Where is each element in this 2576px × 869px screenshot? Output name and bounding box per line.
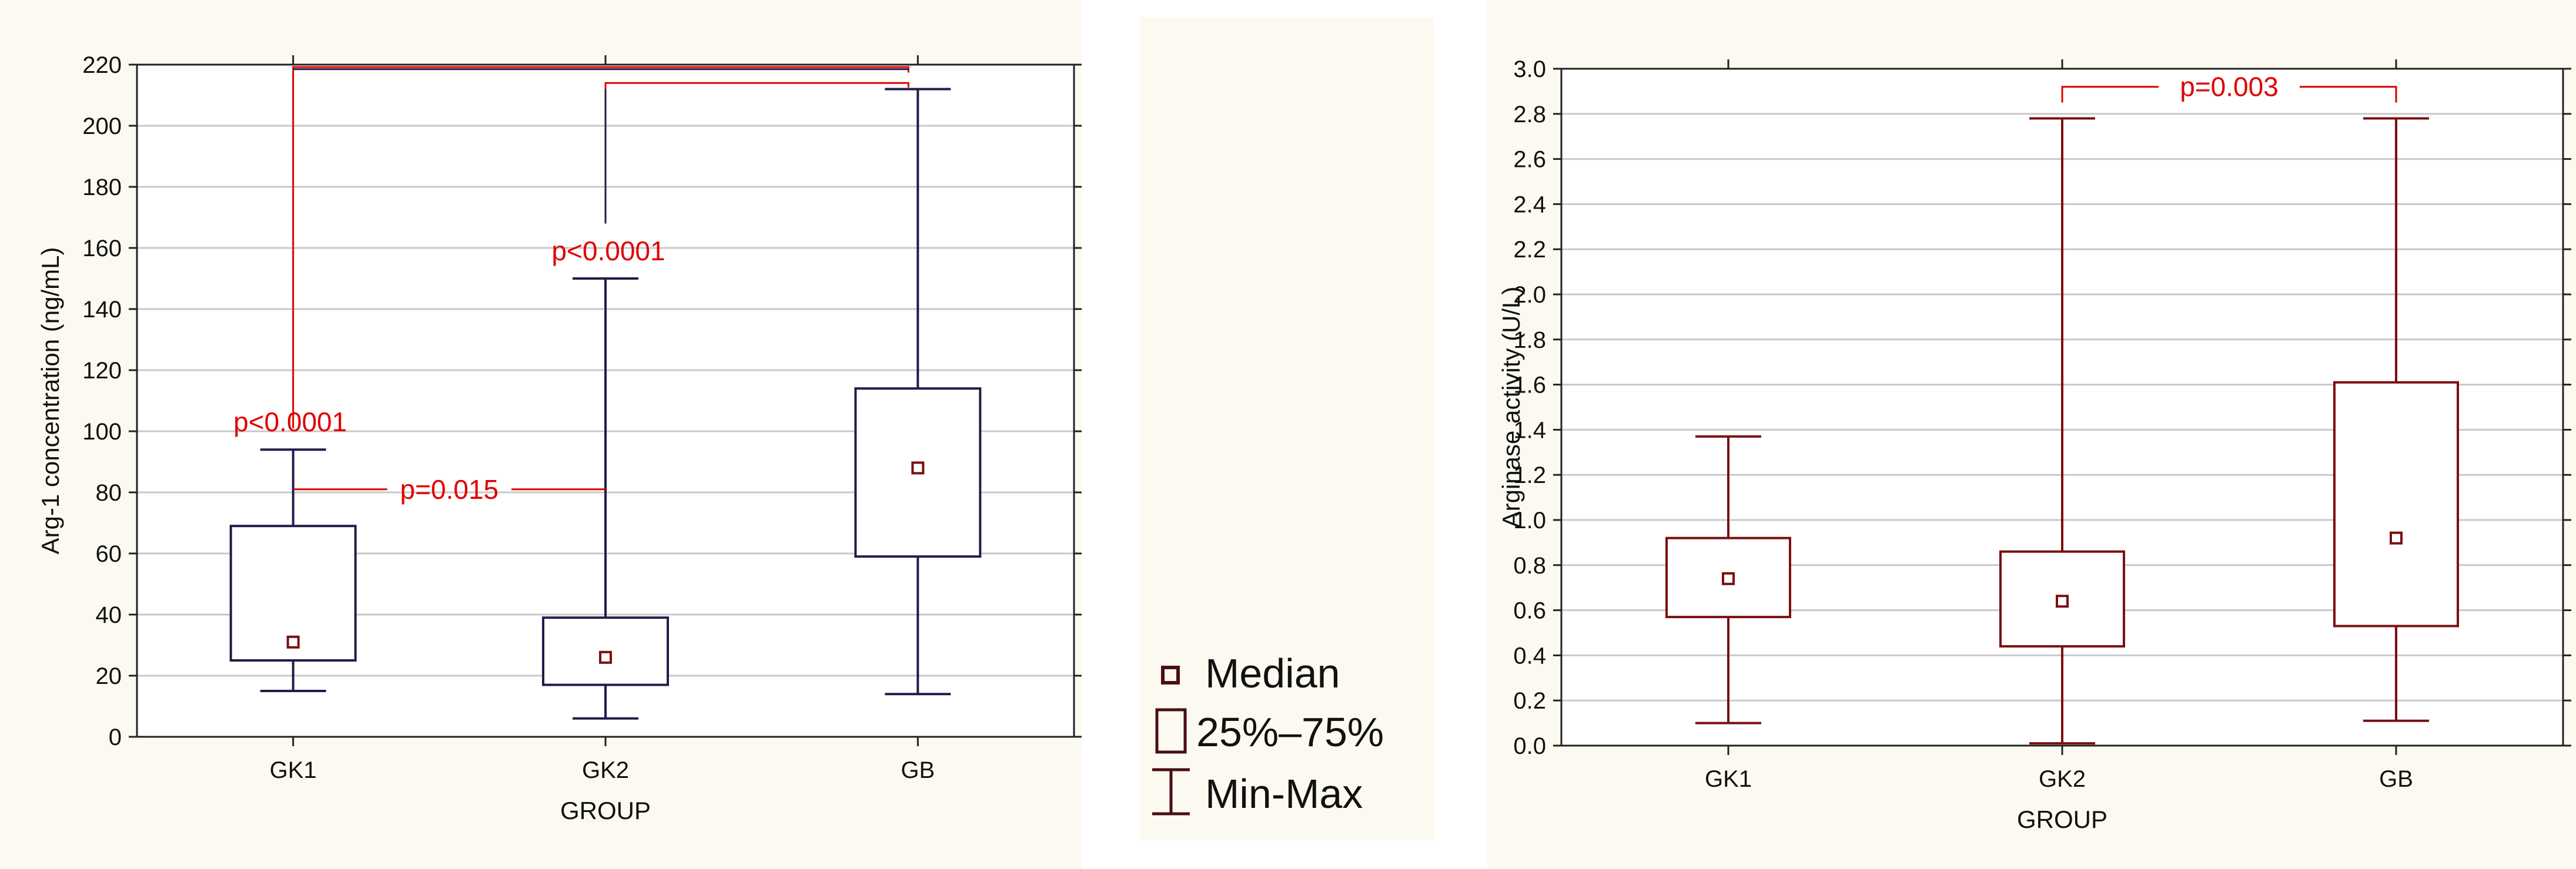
significance-bracket (2300, 86, 2397, 103)
median-marker (2056, 595, 2069, 608)
whisker-range-icon (1152, 768, 1190, 816)
x-tick-label: GK2 (582, 757, 629, 783)
legend-item-median: Median (1161, 650, 1340, 696)
y-tick-label: 3.0 (1513, 56, 1546, 82)
y-tick-label: 60 (96, 541, 122, 567)
y-tick-label: 2.0 (1513, 282, 1546, 308)
y-tick-label: 200 (82, 113, 122, 139)
median-marker (1722, 572, 1735, 585)
legend-item-box-range: 25%–75% (1155, 708, 1384, 755)
y-tick-label: 160 (82, 236, 122, 261)
annotation-gk1-gb: p<0.0001 (233, 66, 909, 437)
legend-label-min-max: Min-Max (1205, 771, 1363, 817)
legend-panel: Median 25%–75% Min-Max (1140, 18, 1434, 840)
y-tick-label: 0.4 (1513, 643, 1546, 669)
box-gk1 (229, 448, 357, 692)
y-tick-label: 1.6 (1513, 373, 1546, 398)
y-tick-label: 140 (82, 297, 122, 323)
x-tick-label: GK1 (1705, 766, 1752, 792)
box-gb (854, 88, 982, 696)
legend-item-whisker: Min-Max (1152, 768, 1363, 817)
x-tick-label: GB (901, 757, 935, 783)
median-marker (911, 461, 925, 475)
y-tick-label: 2.8 (1513, 102, 1546, 128)
x-tick-label: GK1 (270, 757, 317, 783)
x-axis-label: GROUP (560, 797, 651, 824)
y-tick-label: 1.8 (1513, 327, 1546, 353)
y-tick-label: 1.2 (1513, 462, 1546, 488)
iqr-box (2333, 381, 2459, 628)
legend-label-median: Median (1205, 650, 1340, 696)
x-tick-label: GB (2379, 766, 2413, 792)
box-range-icon (1155, 708, 1187, 754)
box-gk2 (1999, 117, 2125, 745)
y-tick-label: 0.6 (1513, 598, 1546, 624)
p-value-label: p<0.0001 (551, 236, 665, 266)
y-tick-label: 2.4 (1513, 192, 1546, 217)
y-tick-label: 2.6 (1513, 147, 1546, 173)
y-tick-label: 20 (96, 663, 122, 689)
box-gk2 (542, 277, 669, 720)
chart-arg1-panel: 0 20 40 60 80 100 120 140 160 180 200 220 GK1 GK2 GB GR… (0, 0, 1082, 869)
y-tick-label: 0 (109, 724, 122, 750)
x-tick-label: GK2 (2039, 766, 2086, 792)
y-tick-label: 0.2 (1513, 688, 1546, 714)
chart-arginase-activity: 0.0 0.2 0.4 0.6 0.8 1.0 1.2 1.4 1.6 1.8 2.0 2.2 2.4 2… (1487, 0, 2576, 869)
annotation-gk2-gb: p<0.0001 (551, 82, 909, 266)
annotation-gk1-gk2: p=0.015 (293, 474, 605, 505)
annotation-gk2-gb: p=0.003 (2061, 72, 2397, 103)
legend: Median 25%–75% Min-Max (1140, 18, 1434, 840)
y-tick-label: 0.8 (1513, 553, 1546, 579)
p-value-label: p=0.003 (2180, 72, 2279, 102)
median-marker (286, 635, 300, 649)
median-marker (599, 650, 612, 664)
box-gb (2333, 117, 2459, 722)
y-axis-label: Arg-1 concentration (ng/mL) (36, 247, 64, 555)
x-axis-label: GROUP (2017, 806, 2107, 833)
chart-arginase-panel: 0.0 0.2 0.4 0.6 0.8 1.0 1.2 1.4 1.6 1.8 2.0 2.2 2.4 2… (1487, 0, 2576, 869)
y-tick-label: 40 (96, 602, 122, 628)
y-tick-label: 80 (96, 480, 122, 506)
median-marker (2390, 531, 2403, 545)
iqr-box (854, 387, 982, 558)
legend-label-box-range: 25%–75% (1196, 709, 1384, 755)
legend-background (1140, 18, 1434, 840)
box-gk1 (1665, 435, 1791, 724)
axes-frame (1560, 68, 2564, 747)
p-value-label: p<0.0001 (233, 407, 347, 437)
y-tick-label: 100 (82, 419, 122, 445)
y-tick-label: 180 (82, 175, 122, 200)
y-tick-label: 220 (82, 52, 122, 78)
y-tick-label: 2.2 (1513, 237, 1546, 263)
axes-frame (136, 63, 1075, 738)
y-tick-label: 120 (82, 358, 122, 384)
y-tick-label: 0.0 (1513, 733, 1546, 759)
y-tick-label: 1.4 (1513, 417, 1546, 443)
y-tick-label: 1.0 (1513, 508, 1546, 534)
p-value-label: p=0.015 (400, 474, 499, 505)
significance-bracket (2061, 86, 2159, 103)
y-axis-label: Arginase activity (U/L) (1497, 287, 1525, 528)
median-marker-icon (1161, 666, 1180, 685)
chart-arg1-concentration: 0 20 40 60 80 100 120 140 160 180 200 220 GK1 GK2 GB GR… (0, 0, 1082, 869)
